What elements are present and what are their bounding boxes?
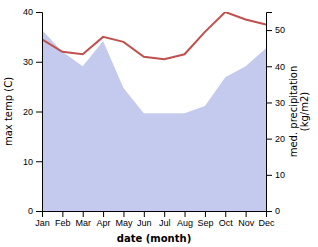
y2-tick: 40 — [266, 62, 285, 72]
y2-tick: 0 — [266, 206, 280, 216]
y-tick-mark — [36, 211, 42, 212]
y2-tick-label: 10 — [275, 170, 285, 180]
x-tick: Jun — [137, 211, 152, 228]
x-tick-label: Aug — [177, 218, 193, 228]
x-tick: Apr — [97, 211, 111, 228]
x-tick-mark — [83, 211, 84, 217]
x-tick-mark — [164, 211, 165, 217]
x-tick-mark — [123, 211, 124, 217]
y-tick-label: 20 — [23, 107, 33, 117]
x-tick: Jul — [159, 211, 171, 228]
y2-tick-mark — [266, 66, 272, 67]
x-tick: Mar — [75, 211, 91, 228]
chart: JanFebMarAprMayJunJulAugSepOctNovDec0102… — [0, 0, 318, 247]
x-tick: Oct — [219, 211, 234, 228]
x-tick-label: Jan — [35, 218, 50, 228]
x-tick-label: Sep — [197, 218, 213, 228]
x-tick: Sep — [197, 211, 213, 228]
plot: JanFebMarAprMayJunJulAugSepOctNovDec0102… — [3, 7, 310, 244]
y-tick-label: 0 — [28, 206, 33, 216]
y2-axis: 0 10 20 30 40 50 — [266, 13, 285, 217]
y2-axis-line — [267, 13, 273, 212]
x-tick-label: Feb — [55, 218, 71, 228]
x-axis-title: date (month) — [117, 233, 191, 244]
y2-tick-mark — [266, 211, 272, 212]
x-tick-label: Oct — [219, 218, 234, 228]
y2-tick-mark — [266, 175, 272, 176]
y-tick-label: 30 — [23, 57, 33, 67]
x-tick-label: May — [115, 218, 133, 228]
x-tick-label: Apr — [97, 218, 111, 228]
y-tick-mark — [36, 62, 42, 63]
y2-tick-mark — [266, 30, 272, 31]
temperature-line — [42, 12, 266, 59]
y-axis: 0 10 20 30 40 — [23, 7, 43, 216]
x-tick-mark — [246, 211, 247, 217]
y2-axis-title: med. precipitation(kg/m2) — [288, 66, 310, 158]
x-tick: Nov — [238, 211, 255, 228]
y-tick-label: 40 — [23, 7, 33, 17]
y2-tick-label: 40 — [275, 62, 285, 72]
x-tick-mark — [185, 211, 186, 217]
y2-tick-label: 0 — [275, 206, 280, 216]
y-tick: 30 — [23, 57, 42, 67]
y2-tick-mark — [266, 102, 272, 103]
y-tick-label: 10 — [23, 157, 33, 167]
y2-tick: 50 — [266, 25, 285, 35]
marks — [42, 12, 266, 211]
y2-tick: 20 — [266, 134, 285, 144]
y2-tick-label: 50 — [275, 25, 285, 35]
y-axis-title: max temp (C) — [3, 77, 14, 146]
y2-tick-label: 20 — [275, 134, 285, 144]
x-tick: May — [115, 211, 133, 228]
y-axis-line — [36, 13, 43, 212]
x-tick-label: Jul — [159, 218, 171, 228]
y2-tick-label: 30 — [275, 98, 285, 108]
y2-axis-title-line: med. precipitation — [288, 66, 299, 158]
x-tick-mark — [205, 211, 206, 217]
x-tick-label: Jun — [137, 218, 152, 228]
y2-tick-mark — [266, 139, 272, 140]
y-tick-mark — [36, 12, 42, 13]
x-tick: Jan — [35, 211, 50, 228]
y2-tick: 30 — [266, 98, 285, 108]
y2-axis-title-line: (kg/m2) — [299, 92, 310, 132]
y-tick-mark — [36, 112, 42, 113]
x-tick: Feb — [55, 211, 71, 228]
x-tick-label: Dec — [258, 218, 275, 228]
x-tick-mark — [144, 211, 145, 217]
x-tick-mark — [103, 211, 104, 217]
x-axis-line — [43, 212, 267, 218]
x-tick-mark — [62, 211, 63, 217]
y-tick-mark — [36, 161, 42, 162]
y-tick: 0 — [28, 206, 42, 216]
x-tick-mark — [225, 211, 226, 217]
x-tick: Dec — [258, 211, 275, 228]
x-tick-label: Mar — [75, 218, 91, 228]
y-tick: 40 — [23, 7, 42, 17]
x-tick-label: Nov — [238, 218, 255, 228]
y-tick: 20 — [23, 107, 42, 117]
y2-tick: 10 — [266, 170, 285, 180]
x-tick: Aug — [177, 211, 193, 228]
y-tick: 10 — [23, 157, 42, 167]
x-axis: Jan Feb Mar Apr May Jun Jul Aug Sep Oct NovDec — [35, 211, 275, 228]
